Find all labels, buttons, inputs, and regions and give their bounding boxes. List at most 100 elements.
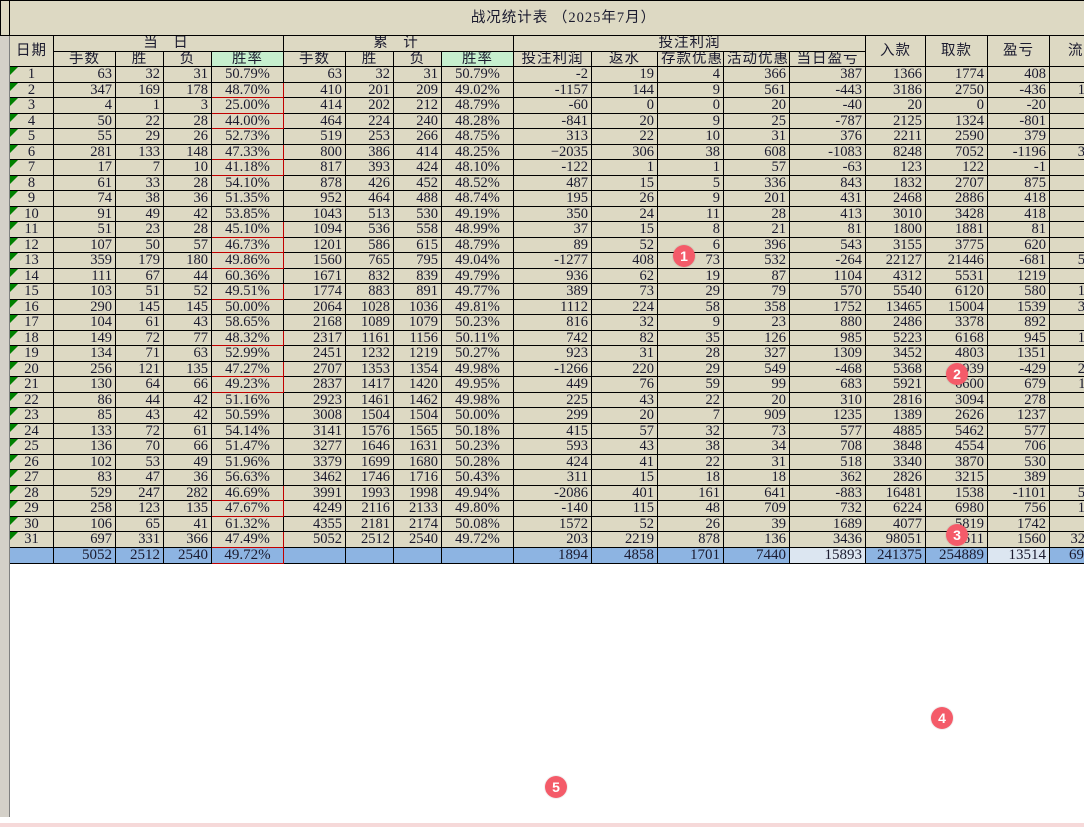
cell-daily-winrate: 58.65%	[211, 314, 284, 331]
cell-withdraw: 6168	[925, 329, 988, 346]
cell-daily-loss: 66	[163, 438, 212, 455]
header-activity-bonus: 活动优惠	[723, 50, 790, 67]
comment-indicator-icon	[10, 82, 18, 91]
cell-daily-pl: -1083	[789, 143, 866, 160]
cell-cum-loss: 2540	[393, 531, 442, 548]
cell-cum-loss: 1156	[393, 329, 442, 346]
cell-daily-winrate: 41.18%	[211, 159, 284, 176]
cell-cum-win: 201	[345, 81, 394, 98]
cell-daily-loss: 135	[163, 500, 212, 517]
cell-date: 11	[9, 221, 54, 238]
cell-cum-hands: 3008	[283, 407, 346, 424]
cell-withdraw: 15004	[925, 298, 988, 315]
cell-daily-loss: 28	[163, 174, 212, 191]
comment-indicator-icon	[10, 377, 18, 385]
cell-cum-hands: 2451	[283, 345, 346, 362]
cell-turnover: 17728	[1049, 500, 1084, 517]
cell-cum-hands: 519	[283, 128, 346, 145]
cell-cum-winrate: 49.94%	[441, 484, 514, 501]
cell-cum-loss: 414	[393, 143, 442, 160]
comment-indicator-icon	[10, 129, 18, 137]
cell-netprofit: -1196	[987, 143, 1050, 160]
cell-rebate: 76	[591, 376, 658, 393]
header-group-daily: 当 日	[53, 35, 284, 52]
cell-daily-win: 72	[115, 329, 164, 346]
table-row: 27 83 47 36 56.63% 3462 1746 1716 50.43% 311 15 18 1…	[0, 469, 1084, 486]
cell-cum-loss: 1036	[393, 298, 442, 315]
cell-total-daily-hands: 5052	[53, 546, 116, 564]
cell-date: 15	[9, 283, 54, 300]
table-row: 25 136 70 66 51.47% 3277 1646 1631 50.23% 593 43 38…	[0, 438, 1084, 455]
cell-activity-bonus: 31	[723, 128, 790, 145]
cell-deposit-bonus: 4	[657, 66, 724, 83]
cell-deposit-bonus: 19	[657, 267, 724, 284]
cell-total-withdraw: 254889	[925, 546, 988, 564]
cell-date: 30	[9, 515, 54, 532]
cell-turnover: 13395	[1049, 329, 1084, 346]
cell-deposit: 1800	[865, 221, 926, 238]
cell-cum-winrate: 50.00%	[441, 407, 514, 424]
cell-daily-hands: 347	[53, 81, 116, 98]
cell-daily-pl: 880	[789, 314, 866, 331]
cell-daily-loss: 43	[163, 314, 212, 331]
cell-turnover: 3290	[1049, 407, 1084, 424]
cell-cum-win: 253	[345, 128, 394, 145]
cell-daily-winrate: 50.79%	[211, 66, 284, 83]
cell-daily-pl: 518	[789, 453, 866, 470]
comment-indicator-icon	[10, 160, 18, 168]
totals-row: 5052 2512 2540 49.72% 1894 4858 1701 7440 15893 2…	[0, 546, 1084, 564]
cell-total-daily-pl: 15893	[789, 546, 866, 564]
cell-activity-bonus: 549	[723, 360, 790, 377]
cell-daily-pl: 732	[789, 500, 866, 517]
cell-activity-bonus: 23	[723, 314, 790, 331]
cell-deposit-bonus: 38	[657, 143, 724, 160]
cell-rebate: 19	[591, 66, 658, 83]
cell-deposit: 3186	[865, 81, 926, 98]
cell-turnover: 7347	[1049, 515, 1084, 532]
cell-daily-win: 51	[115, 283, 164, 300]
cell-rebate: 1	[591, 159, 658, 176]
cell-deposit: 22127	[865, 252, 926, 269]
table-row: 10 91 49 42 53.85% 1043 513 530 49.19% 350 24 11 28 4…	[0, 205, 1084, 222]
cell-cum-hands: 2317	[283, 329, 346, 346]
cell-netprofit: -681	[987, 252, 1050, 269]
cell-daily-winrate: 49.23%	[211, 376, 284, 393]
cell-daily-loss: 26	[163, 128, 212, 145]
cell-daily-hands: 111	[53, 267, 116, 284]
cell-daily-winrate: 44.00%	[211, 112, 284, 129]
cell-daily-winrate: 47.67%	[211, 500, 284, 517]
cell-cum-win: 393	[345, 159, 394, 176]
cell-netprofit: 389	[987, 469, 1050, 486]
cell-bet-profit: 1112	[513, 298, 592, 315]
cell-cum-hands: 952	[283, 190, 346, 207]
cell-netprofit: 1560	[987, 531, 1050, 548]
cell-cum-loss: 1219	[393, 345, 442, 362]
header-deposit-bonus: 存款优惠	[657, 50, 724, 67]
header-netprofit: 盈亏	[987, 35, 1050, 67]
header-daily-hands: 手数	[53, 50, 116, 67]
cell-deposit-bonus: 22	[657, 391, 724, 408]
cell-daily-pl: 577	[789, 422, 866, 439]
cell-daily-winrate: 47.27%	[211, 360, 284, 377]
cell-withdraw: 7052	[925, 143, 988, 160]
cell-deposit-bonus: 9	[657, 314, 724, 331]
cell-total-cum-winrate	[441, 546, 514, 564]
cell-cum-loss: 2174	[393, 515, 442, 532]
cell-deposit-bonus: 6	[657, 236, 724, 253]
cell-cum-hands: 3379	[283, 453, 346, 470]
cell-netprofit: 945	[987, 329, 1050, 346]
cell-daily-hands: 359	[53, 252, 116, 269]
cell-cum-win: 1232	[345, 345, 394, 362]
cell-cum-win: 536	[345, 221, 394, 238]
cell-deposit-bonus: 5	[657, 174, 724, 191]
cell-cum-winrate: 50.18%	[441, 422, 514, 439]
cell-daily-loss: 180	[163, 252, 212, 269]
cell-netprofit: -429	[987, 360, 1050, 377]
table-row: 9 74 38 36 51.35% 952 464 488 48.74% 195 26 9 201 431…	[0, 190, 1084, 207]
cell-daily-winrate: 49.86%	[211, 252, 284, 269]
cell-bet-profit: 816	[513, 314, 592, 331]
cell-cum-winrate: 50.43%	[441, 469, 514, 486]
cell-daily-hands: 697	[53, 531, 116, 548]
cell-daily-loss: 66	[163, 376, 212, 393]
cell-turnover: 15577	[1049, 81, 1084, 98]
